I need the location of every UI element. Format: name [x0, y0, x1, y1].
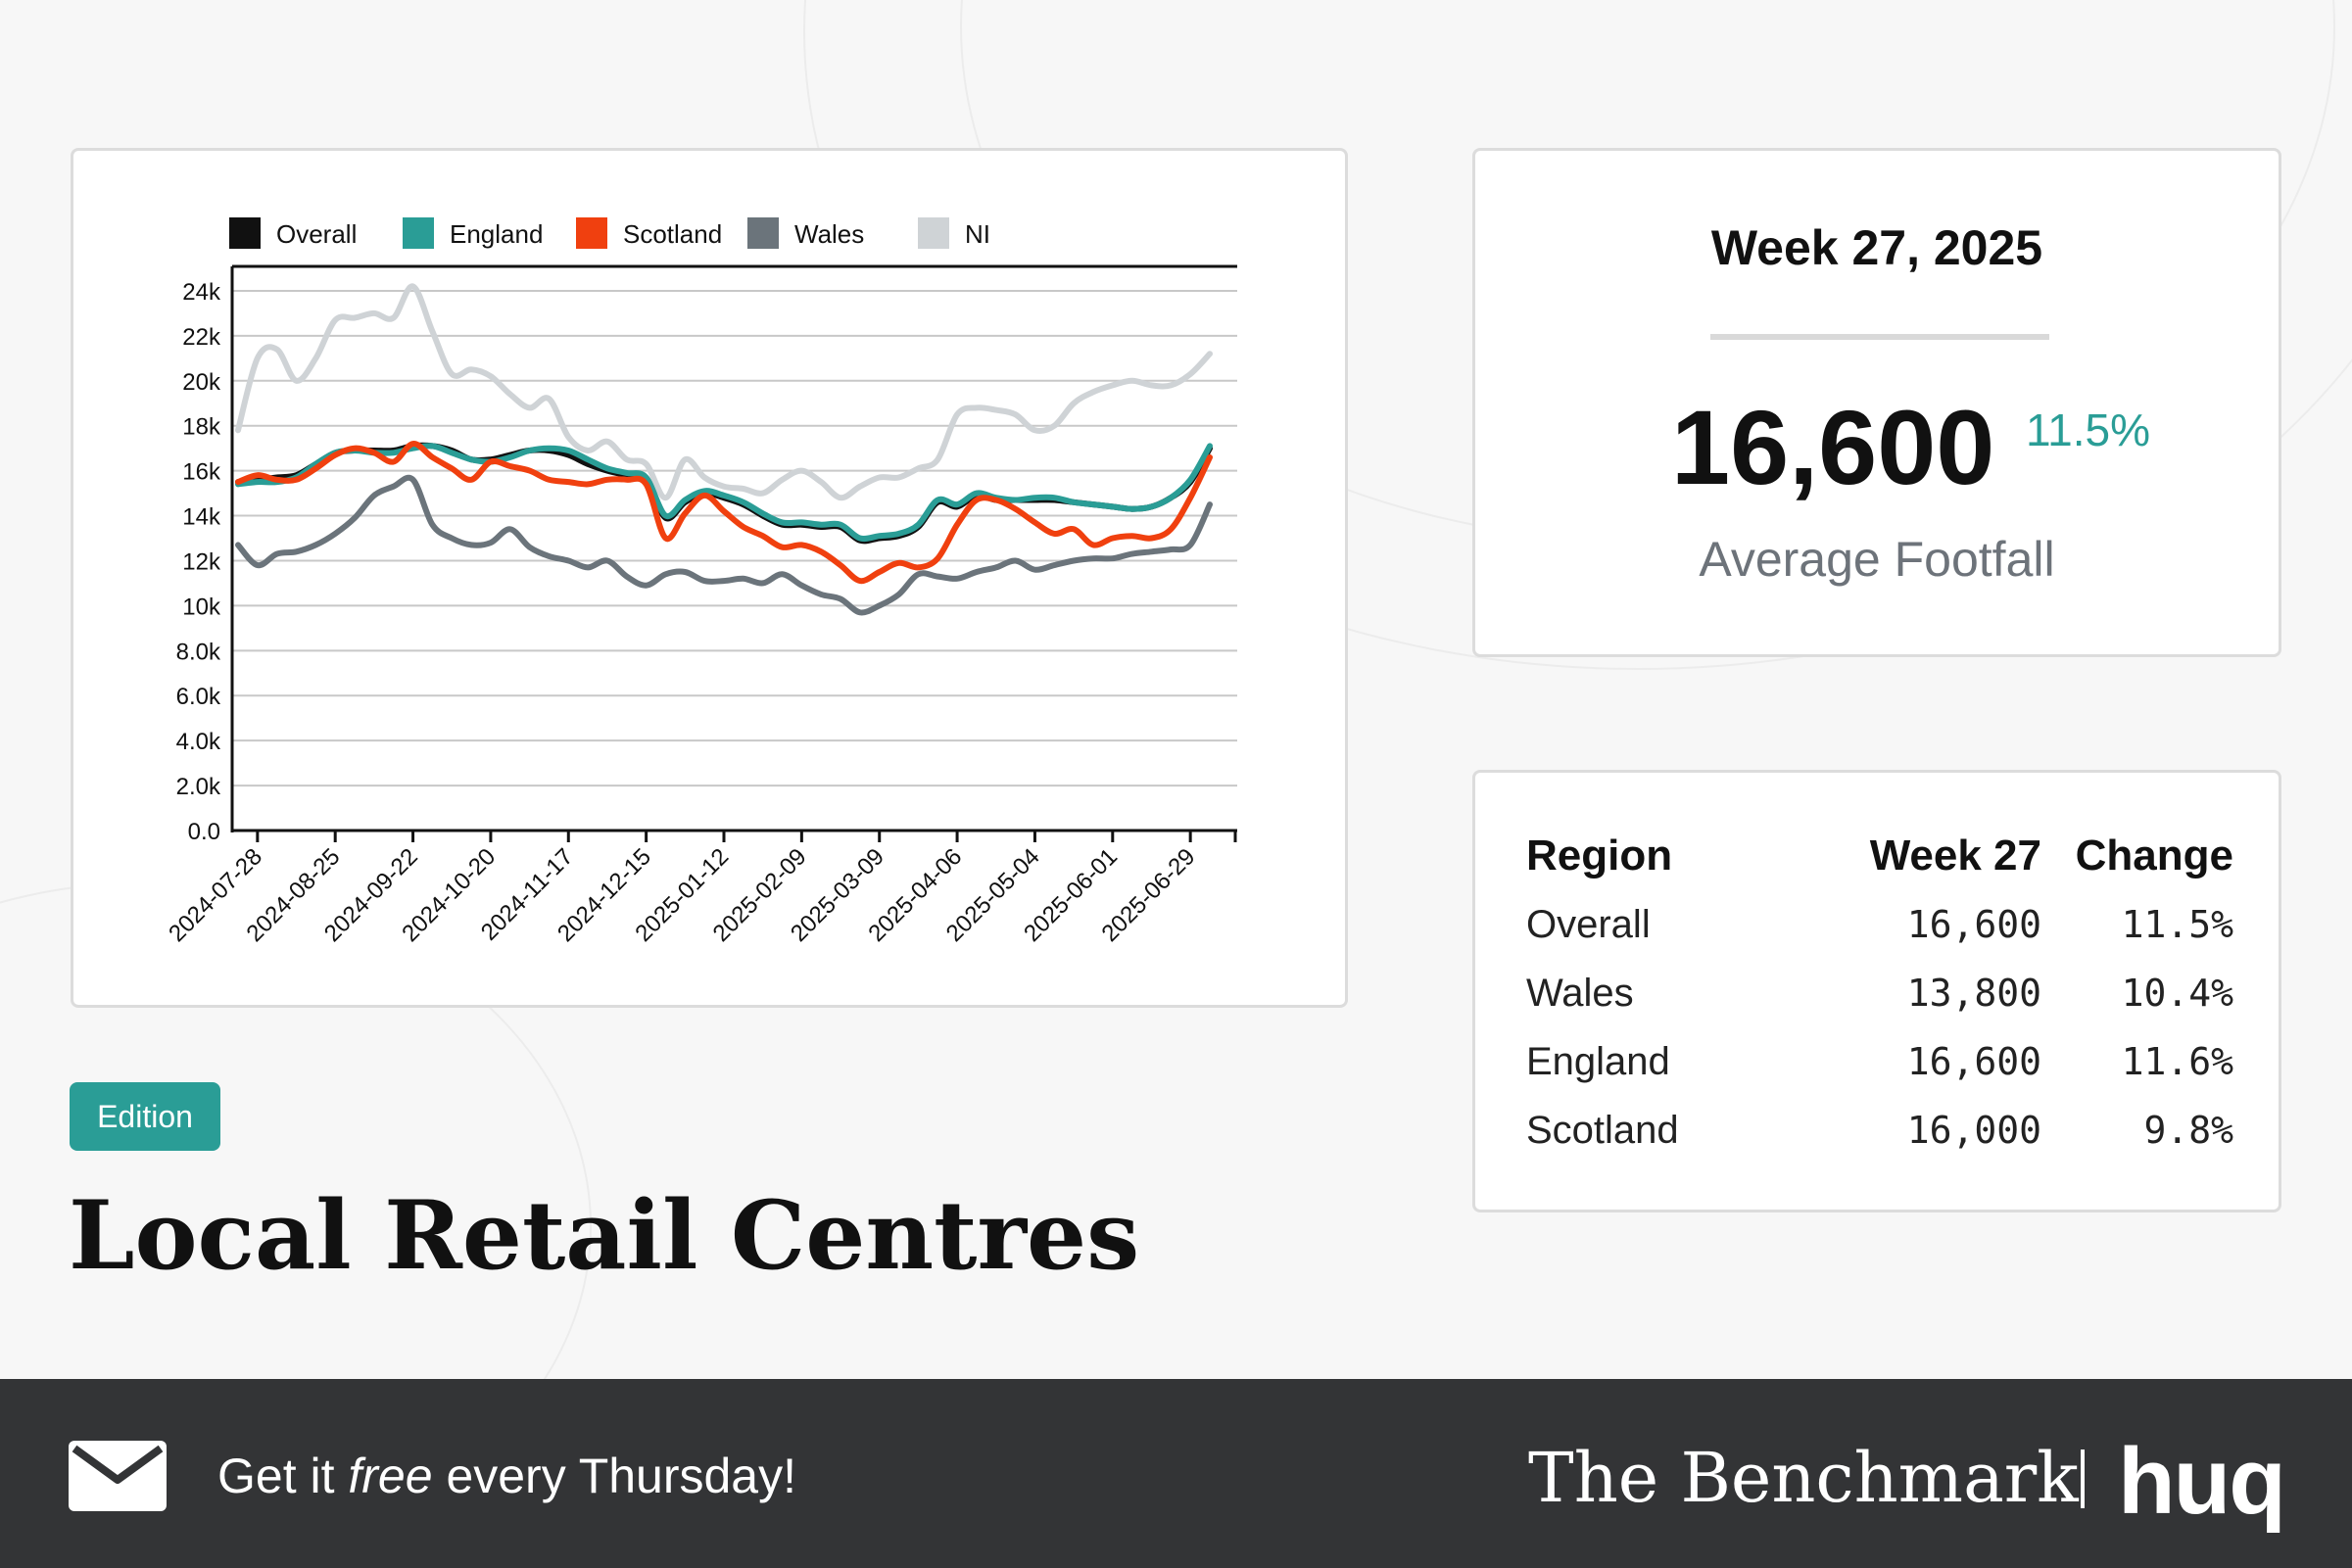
legend-label: Scotland	[623, 219, 722, 249]
chart-gridlines	[232, 289, 1237, 787]
series-line-scotland	[235, 441, 1213, 585]
value-cell: 16,600	[1906, 1040, 2041, 1083]
kpi-card: Week 27, 2025 16,600 11.5% Average Footf…	[1472, 148, 2281, 657]
legend-swatch	[576, 217, 607, 249]
y-tick-label: 0.0	[188, 819, 220, 845]
region-cell: England	[1526, 1039, 1670, 1083]
series-line-wales	[235, 474, 1213, 616]
y-tick-label: 20k	[182, 369, 221, 396]
huq-logo: huq	[2118, 1429, 2286, 1534]
change-cell: 11.5%	[2121, 903, 2233, 946]
table-row: Wales 13,800 10.4%	[1526, 959, 2233, 1027]
cta-emphasis: free	[348, 1449, 433, 1503]
kpi-value: 16,600	[1671, 388, 1995, 506]
col-header-region: Region	[1526, 832, 1673, 879]
y-tick-label: 14k	[182, 504, 221, 531]
y-tick-label: 8.0k	[176, 639, 221, 665]
change-cell: 10.4%	[2121, 972, 2233, 1015]
y-tick-label: 22k	[182, 324, 221, 351]
region-cell: Overall	[1526, 902, 1651, 946]
chart-legend: Overall England Scotland Wales NI	[229, 217, 990, 249]
y-axis-ticks: 0.0 2.0k 4.0k 6.0k 8.0k 10k 12k 14k 16k 18k 20k 22k…	[176, 279, 221, 845]
legend-label: NI	[965, 219, 990, 249]
chart-axes	[230, 264, 1237, 842]
cta-suffix: every Thursday!	[432, 1449, 797, 1503]
value-cell: 16,600	[1906, 903, 2041, 946]
y-tick-label: 24k	[182, 279, 221, 306]
y-tick-label: 4.0k	[176, 729, 221, 755]
value-cell: 16,000	[1906, 1109, 2041, 1152]
y-tick-label: 18k	[182, 414, 221, 441]
table-row: Overall 16,600 11.5%	[1526, 890, 2233, 959]
kpi-label: Average Footfall	[1699, 532, 2055, 587]
y-tick-label: 6.0k	[176, 684, 221, 710]
region-cell: Wales	[1526, 971, 1634, 1015]
legend-label: England	[450, 219, 543, 249]
region-table: Region Week 27 Change Overall 16,600 11.…	[1526, 822, 2233, 1164]
brand-separator	[2081, 1449, 2085, 1508]
cta-prefix: Get it	[217, 1449, 349, 1503]
legend-swatch	[747, 217, 779, 249]
y-tick-label: 16k	[182, 459, 221, 486]
legend-label: Overall	[276, 219, 357, 249]
legend-label: Wales	[794, 219, 864, 249]
table-row: Scotland 16,000 9.8%	[1526, 1096, 2233, 1164]
footer-bar: Get it free every Thursday! The Benchmar…	[0, 1379, 2352, 1568]
region-cell: Scotland	[1526, 1108, 1679, 1152]
kpi-change: 11.5%	[2026, 404, 2151, 455]
legend-swatch	[229, 217, 261, 249]
legend-swatch	[918, 217, 949, 249]
edition-badge: Edition	[70, 1082, 220, 1151]
subscribe-cta[interactable]: Get it free every Thursday!	[217, 1448, 796, 1504]
table-header-row: Region Week 27 Change	[1526, 822, 2233, 890]
table-row: England 16,600 11.6%	[1526, 1027, 2233, 1096]
page-title: Local Retail Centres	[69, 1180, 1140, 1291]
envelope-icon	[69, 1441, 167, 1511]
brand-name: The Benchmark	[1528, 1438, 2079, 1518]
footfall-chart-card: Overall England Scotland Wales NI 0.0 2.0k 4.0…	[71, 148, 1348, 1008]
legend-swatch	[403, 217, 434, 249]
series-line-england	[235, 443, 1213, 543]
change-cell: 11.6%	[2121, 1040, 2233, 1083]
col-header-week: Week 27	[1869, 832, 2041, 879]
col-header-change: Change	[2075, 832, 2233, 879]
kpi-divider	[1710, 334, 2049, 340]
kpi-week: Week 27, 2025	[1710, 220, 2043, 275]
x-axis-ticks: 2024-07-282024-08-252024-09-222024-10-20…	[164, 831, 1200, 947]
y-tick-label: 12k	[182, 548, 221, 575]
footfall-line-chart: Overall England Scotland Wales NI 0.0 2.0k 4.0…	[164, 217, 1237, 947]
chart-series-lines	[235, 283, 1213, 616]
y-tick-label: 10k	[182, 594, 221, 620]
value-cell: 13,800	[1906, 972, 2041, 1015]
y-tick-label: 2.0k	[176, 774, 221, 800]
change-cell: 9.8%	[2143, 1109, 2233, 1152]
region-table-card: Region Week 27 Change Overall 16,600 11.…	[1472, 770, 2281, 1212]
series-line-ni	[235, 283, 1213, 501]
